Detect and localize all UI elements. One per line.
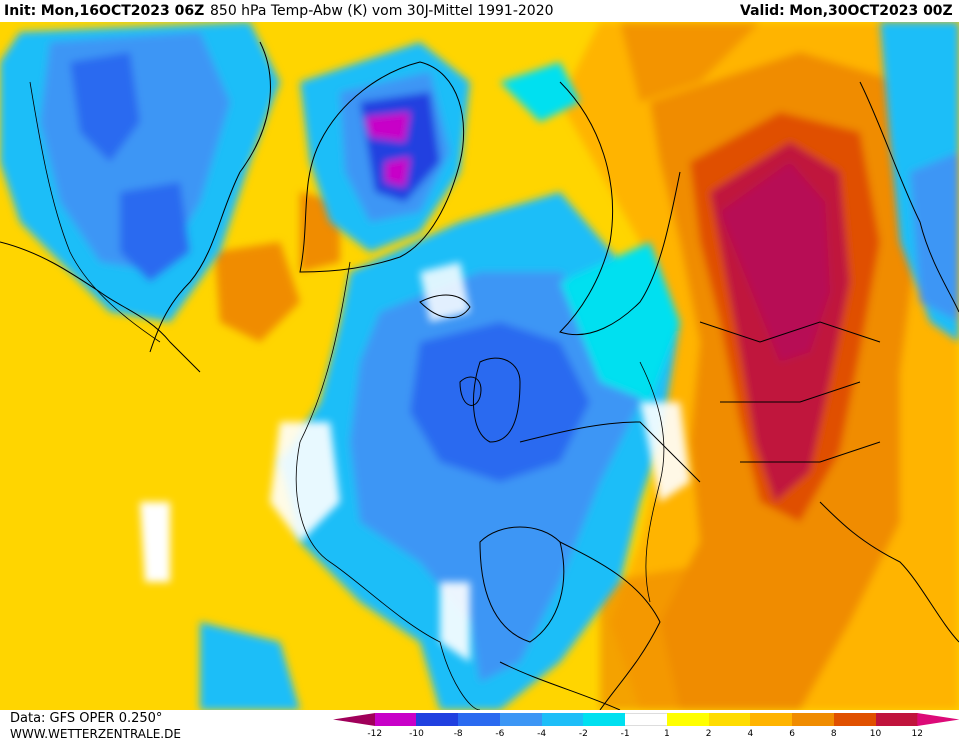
ireland-outline [459, 376, 482, 406]
legend-tick-label: 8 [830, 729, 837, 739]
legend-swatch [666, 713, 710, 726]
valid-value: Mon,30OCT2023 00Z [789, 3, 953, 19]
temperature-anomaly-map [0, 22, 959, 710]
legend-tick-label: 2 [705, 729, 712, 739]
legend-tick-label: 6 [789, 729, 795, 739]
map-header: Init: Mon,16OCT2023 06Z 850 hPa Temp-Abw… [0, 0, 959, 22]
legend-swatch [792, 713, 835, 726]
legend-swatch [917, 713, 959, 726]
legend-swatch [708, 713, 751, 726]
mediterranean-coast [559, 541, 661, 710]
legend-swatch [333, 713, 376, 726]
zero-isoline-atlantic [295, 261, 481, 710]
zero-isoline-canada [29, 81, 161, 343]
legend-swatch [374, 713, 417, 726]
europe-north-coast [519, 421, 701, 483]
legend-tick-label: 12 [911, 729, 923, 739]
valid-info: Valid: Mon,30OCT2023 00Z [740, 2, 953, 20]
legend-swatch [750, 713, 793, 726]
legend-tick-label: 1 [663, 729, 670, 739]
scandinavia-coast [559, 81, 681, 336]
legend-swatch [416, 713, 459, 726]
legend-tick-label: -4 [537, 729, 547, 739]
legend-tick-label: -12 [367, 729, 383, 739]
iceland-outline [419, 294, 471, 319]
north-africa-coast [499, 661, 621, 710]
legend-swatch [625, 713, 668, 726]
legend-tick-label: -1 [620, 729, 630, 739]
coastlines [0, 41, 959, 710]
legend-swatch [833, 713, 877, 726]
legend-swatch [583, 713, 626, 726]
zero-isolines [29, 81, 665, 710]
labrador-coast [149, 41, 271, 353]
legend-tick-label: 4 [747, 729, 754, 739]
northeast-coast [859, 81, 959, 313]
neutral-anomaly-layer [270, 262, 690, 662]
warm-anomaly-layer [215, 22, 959, 710]
iberia-outline [479, 526, 565, 643]
greenland-outline [299, 61, 465, 273]
legend-swatch [499, 713, 543, 726]
website-label: WWW.WETTERZENTRALE.DE [10, 727, 181, 741]
country-borders [699, 321, 881, 463]
legend-tick-label: -2 [578, 729, 588, 739]
black-sea-coast [819, 501, 959, 643]
cold-anomaly-layer [0, 22, 959, 710]
great-britain-outline [472, 357, 521, 443]
valid-label: Valid: [740, 3, 785, 19]
init-info: Init: Mon,16OCT2023 06Z [4, 2, 204, 20]
legend-tick-label: -10 [409, 729, 424, 739]
legend-tick-label: 10 [869, 729, 882, 739]
legend-swatch [875, 713, 918, 726]
zero-isoline-europe [639, 361, 665, 603]
legend-swatch [458, 713, 501, 726]
legend-swatch [541, 713, 584, 726]
legend-tick-label: -6 [495, 729, 505, 739]
data-source-label: Data: GFS OPER 0.250° [10, 711, 163, 726]
color-legend [333, 713, 959, 726]
map-description: 850 hPa Temp-Abw (K) vom 30J-Mittel 1991… [210, 3, 554, 19]
init-value: Mon,16OCT2023 06Z [40, 3, 205, 19]
legend-tick-label: -8 [453, 729, 463, 739]
init-label: Init: [4, 3, 37, 19]
north-america-coast [0, 241, 201, 373]
